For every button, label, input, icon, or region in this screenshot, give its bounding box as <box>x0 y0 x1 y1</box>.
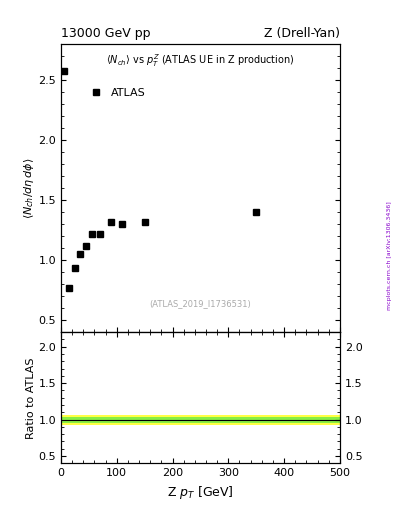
Text: 13000 GeV pp: 13000 GeV pp <box>61 27 151 40</box>
Y-axis label: Ratio to ATLAS: Ratio to ATLAS <box>26 357 35 438</box>
ATLAS <box>89 230 94 237</box>
ATLAS <box>67 285 72 291</box>
Text: Z (Drell-Yan): Z (Drell-Yan) <box>264 27 340 40</box>
Text: $\langle N_{ch}\rangle$ vs $p_T^Z$ (ATLAS UE in Z production): $\langle N_{ch}\rangle$ vs $p_T^Z$ (ATLA… <box>106 52 295 69</box>
ATLAS <box>97 230 102 237</box>
ATLAS <box>142 219 147 225</box>
Y-axis label: $\langle N_{ch}/d\eta\,d\phi\rangle$: $\langle N_{ch}/d\eta\,d\phi\rangle$ <box>22 157 35 219</box>
Line: ATLAS: ATLAS <box>61 69 259 290</box>
ATLAS <box>120 221 125 227</box>
ATLAS <box>73 265 77 271</box>
ATLAS <box>109 219 114 225</box>
X-axis label: Z $p_T$ [GeV]: Z $p_T$ [GeV] <box>167 484 234 501</box>
ATLAS <box>78 251 83 257</box>
Text: mcplots.cern.ch [arXiv:1306.3436]: mcplots.cern.ch [arXiv:1306.3436] <box>387 202 392 310</box>
ATLAS <box>61 68 66 74</box>
Text: (ATLAS_2019_I1736531): (ATLAS_2019_I1736531) <box>150 299 251 308</box>
ATLAS <box>254 209 259 215</box>
Legend: ATLAS: ATLAS <box>81 84 150 102</box>
ATLAS <box>84 243 88 249</box>
